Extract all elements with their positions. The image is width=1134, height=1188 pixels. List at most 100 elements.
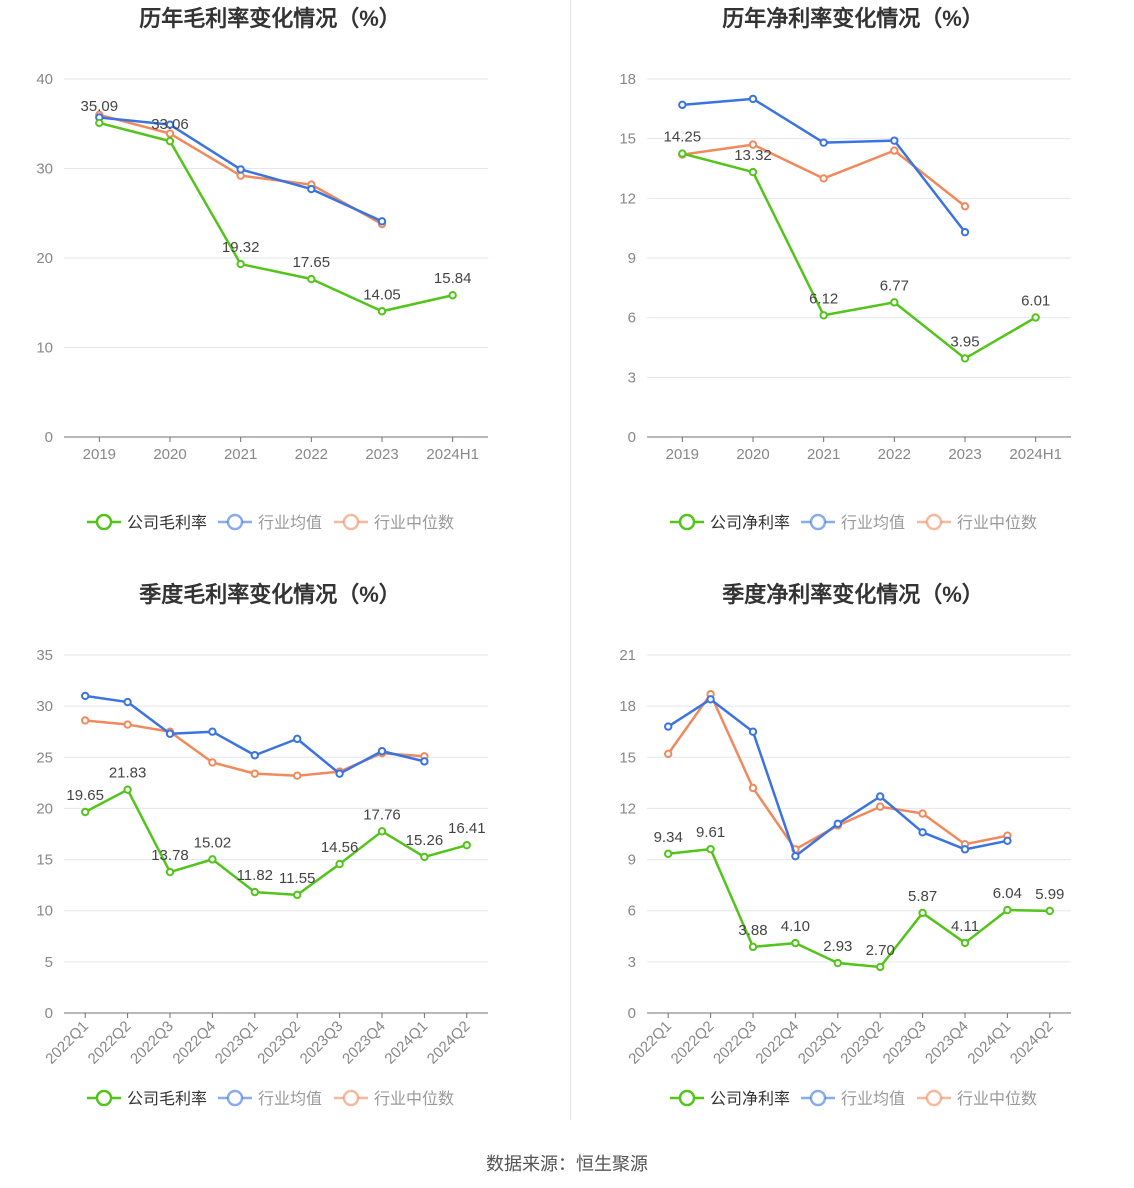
chart-svg: 历年净利率变化情况（%） 0 3 6 9 12 15 18 2019 2020 2021 2022 20… [619, 6, 1071, 532]
data-point-industry_avg[interactable] [377, 746, 387, 756]
legend-item-industry_avg[interactable]: 行业均值 [801, 513, 905, 532]
y-tick-label: 0 [45, 429, 53, 446]
data-point-company[interactable] [664, 849, 673, 858]
y-tick-label: 9 [628, 852, 636, 869]
data-point-industry_median[interactable] [748, 140, 758, 149]
legend-item-industry_median[interactable]: 行业中位数 [917, 513, 1037, 532]
data-point-company[interactable] [95, 118, 104, 128]
data-point-industry_median[interactable] [819, 174, 828, 183]
data-point-industry_avg[interactable] [1003, 836, 1012, 846]
data-point-company[interactable] [833, 958, 843, 968]
data-point-industry_median[interactable] [293, 771, 302, 780]
data-point-industry_avg[interactable] [81, 691, 90, 701]
legend-item-industry_median[interactable]: 行业中位数 [334, 513, 454, 532]
data-point-company[interactable] [81, 807, 90, 817]
data-point-company[interactable] [462, 840, 471, 850]
legend-item-company[interactable]: 公司毛利率 [87, 513, 207, 532]
data-point-company[interactable] [165, 136, 175, 146]
data-point-company[interactable] [377, 827, 387, 836]
data-point-industry_avg[interactable] [123, 697, 132, 707]
data-point-industry_median[interactable] [960, 202, 970, 211]
data-point-industry_avg[interactable] [748, 94, 758, 104]
data-point-industry_median[interactable] [250, 769, 260, 778]
legend-item-industry_avg[interactable]: 行业均值 [218, 513, 322, 532]
data-point-company[interactable] [123, 785, 132, 794]
data-point-company[interactable] [918, 908, 927, 918]
data-point-industry_avg[interactable] [833, 819, 843, 828]
data-point-industry_avg[interactable] [236, 165, 245, 174]
data-point-company[interactable] [748, 167, 758, 177]
data-point-company[interactable] [678, 149, 687, 158]
data-point-company[interactable] [876, 962, 885, 972]
data-point-company[interactable] [1003, 905, 1012, 915]
data-point-company[interactable] [307, 274, 316, 284]
data-point-company[interactable] [335, 859, 344, 869]
legend-item-company[interactable]: 公司净利率 [670, 513, 790, 532]
data-point-industry_avg[interactable] [960, 845, 970, 854]
legend-item-industry_median[interactable]: 行业中位数 [917, 1089, 1037, 1108]
data-point-industry_median[interactable] [890, 146, 899, 155]
x-tick-label: 2023Q3 [297, 1018, 347, 1068]
data-point-industry_avg[interactable] [420, 757, 429, 766]
legend-item-industry_avg[interactable]: 行业均值 [801, 1089, 905, 1108]
chart-title: 季度净利率变化情况（%） [722, 582, 984, 607]
x-tick-label: 2022Q3 [127, 1018, 177, 1068]
data-point-company[interactable] [377, 307, 387, 316]
data-point-company[interactable] [791, 938, 800, 948]
data-point-industry_avg[interactable] [165, 120, 175, 129]
data-point-company[interactable] [960, 938, 970, 948]
data-point-industry_avg[interactable] [819, 138, 828, 147]
data-point-industry_avg[interactable] [307, 184, 316, 194]
legend-item-industry_median[interactable]: 行业中位数 [334, 1089, 454, 1108]
legend-swatch-marker [678, 513, 696, 531]
data-point-company[interactable] [236, 259, 245, 269]
data-point-company[interactable] [748, 942, 758, 952]
data-point-industry_median[interactable] [664, 749, 673, 759]
legend-item-industry_avg[interactable]: 行业均值 [218, 1089, 322, 1108]
legend-swatch-marker [342, 513, 360, 531]
data-point-company[interactable] [250, 887, 260, 897]
data-point-company[interactable] [208, 855, 217, 864]
quarterly-gross-margin-chart: 季度毛利率变化情况（%） 0 5 10 15 20 25 30 35 2022Q1 2022Q2 20… [0, 576, 567, 1152]
data-point-company[interactable] [1045, 906, 1054, 916]
data-point-industry_avg[interactable] [791, 851, 800, 861]
data-point-industry_median[interactable] [876, 802, 885, 811]
data-point-industry_avg[interactable] [664, 722, 673, 731]
data-point-company[interactable] [960, 354, 970, 363]
data-point-industry_avg[interactable] [208, 727, 217, 736]
data-point-industry_avg[interactable] [876, 792, 885, 801]
chart-svg: 历年毛利率变化情况（%） 0 10 20 30 40 2019 2020 2021 2022 202… [36, 6, 488, 532]
data-point-industry_median[interactable] [123, 720, 132, 729]
data-point-industry_avg[interactable] [706, 695, 715, 704]
data-point-industry_avg[interactable] [335, 769, 344, 778]
data-point-company[interactable] [165, 867, 175, 877]
data-point-industry_median[interactable] [165, 129, 175, 138]
data-point-company[interactable] [706, 844, 715, 854]
data-point-industry_avg[interactable] [960, 227, 970, 237]
data-point-company[interactable] [448, 291, 457, 300]
data-label: 9.34 [654, 829, 683, 846]
data-point-industry_median[interactable] [748, 783, 758, 793]
legend-item-company[interactable]: 公司净利率 [670, 1089, 790, 1108]
data-point-company[interactable] [293, 890, 302, 900]
y-tick-label: 15 [36, 852, 53, 869]
data-point-company[interactable] [420, 852, 429, 862]
data-label: 4.10 [781, 918, 810, 935]
data-point-industry_avg[interactable] [293, 734, 302, 744]
data-point-industry_avg[interactable] [165, 729, 175, 738]
data-point-industry_median[interactable] [918, 809, 927, 818]
data-point-industry_avg[interactable] [377, 217, 387, 226]
data-point-industry_avg[interactable] [250, 751, 260, 760]
data-point-industry_median[interactable] [208, 758, 217, 767]
y-tick-label: 10 [36, 340, 53, 357]
data-point-industry_avg[interactable] [748, 727, 758, 736]
data-point-industry_avg[interactable] [918, 828, 927, 837]
data-point-company[interactable] [1031, 313, 1040, 322]
data-point-industry_avg[interactable] [678, 100, 687, 110]
data-point-industry_avg[interactable] [890, 136, 899, 145]
x-tick-label: 2023Q4 [339, 1018, 389, 1068]
data-point-company[interactable] [819, 311, 828, 320]
data-point-company[interactable] [890, 298, 899, 307]
data-point-industry_median[interactable] [81, 716, 90, 725]
legend-item-company[interactable]: 公司毛利率 [87, 1089, 207, 1108]
